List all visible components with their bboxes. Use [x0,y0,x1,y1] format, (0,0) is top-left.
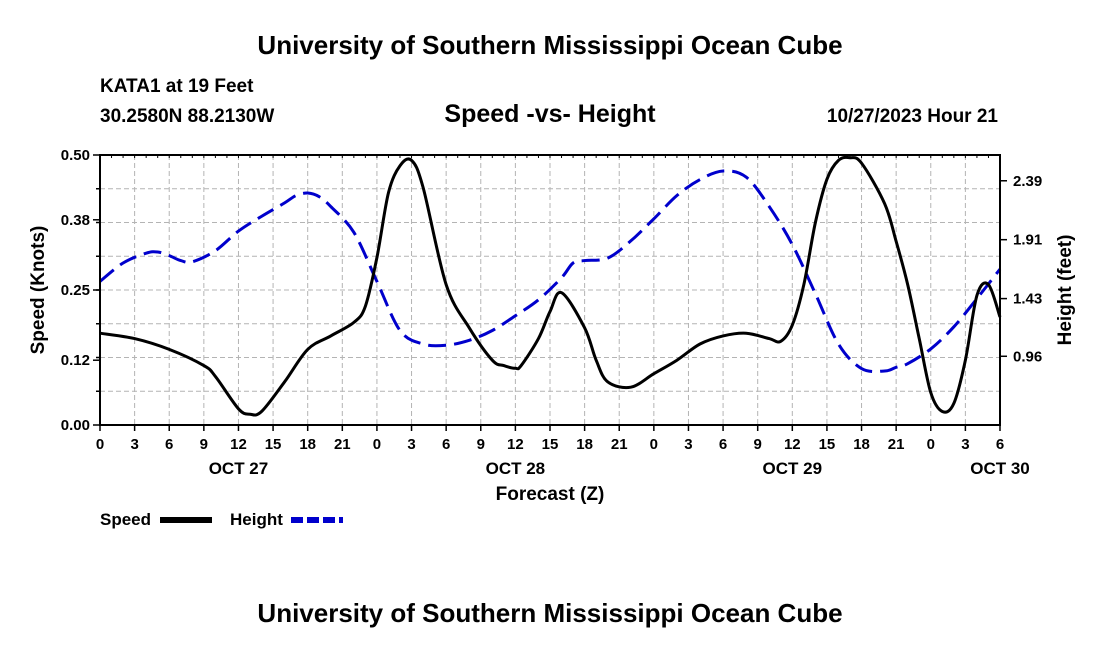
series-line-speed [99,155,1002,417]
footer-title: University of Southern Mississippi Ocean… [257,598,843,628]
day-label: OCT 28 [486,459,546,478]
x-tick-label: 12 [230,436,247,453]
x-tick-label: 18 [853,436,870,453]
x-tick-label: 0 [373,436,381,453]
x-tick-label: 3 [961,436,969,453]
forecast-datetime: 10/27/2023 Hour 21 [826,106,998,127]
x-tick-label: 3 [407,436,415,453]
y-tick-label: 0.50 [61,147,90,164]
y2-tick-label: 2.39 [1013,173,1042,190]
chart-title: University of Southern Mississippi Ocean… [257,30,843,60]
x-tick-label: 0 [96,436,104,453]
legend-speed-label: Speed [100,510,151,529]
x-tick-label: 15 [265,436,282,453]
x-tick-label: 21 [334,436,351,453]
y2-tick-label: 0.96 [1013,348,1042,365]
x-tick-label: 6 [719,436,727,453]
x-tick-label: 6 [165,436,173,453]
y-tick-label: 0.00 [61,417,90,434]
y-axis-label: Speed (Knots) [28,226,49,355]
chart-grid [100,155,1000,425]
y2-axis-label: Height (feet) [1055,235,1076,346]
x-axis-label: Forecast (Z) [496,484,605,505]
x-tick-label: 9 [477,436,485,453]
x-tick-label: 9 [200,436,208,453]
series-line-height [99,169,1002,374]
x-tick-label: 18 [576,436,593,453]
chart-axes: 0 3 6 9 12 15 18 21 0 3 6 9 12 15 18 21 0 3 6 9 12 15 18 21 0 3 6 O… [61,147,1042,478]
y2-tick-label: 1.43 [1013,291,1042,308]
x-tick-label: 18 [299,436,316,453]
y-tick-label: 0.25 [61,282,90,299]
x-tick-label: 12 [784,436,801,453]
x-tick-label: 0 [650,436,658,453]
y-tick-label: 0.12 [61,352,90,369]
x-tick-label: 21 [888,436,905,453]
x-tick-label: 0 [927,436,935,453]
x-tick-label: 9 [754,436,762,453]
coordinates-label: 30.2580N 88.2130W [100,106,275,127]
day-label: OCT 29 [763,459,823,478]
x-tick-label: 3 [684,436,692,453]
x-tick-label: 6 [442,436,450,453]
y-tick-label: 0.38 [61,212,90,229]
x-tick-label: 6 [996,436,1004,453]
y2-tick-label: 1.91 [1013,232,1042,249]
series-layer [99,155,1002,417]
legend-height-label: Height [230,510,283,529]
x-tick-label: 15 [819,436,836,453]
chart-legend: Speed Height [100,510,343,529]
x-tick-label: 21 [611,436,628,453]
chart-subtitle: Speed -vs- Height [444,100,656,128]
day-label: OCT 30 [970,459,1030,478]
x-tick-label: 3 [130,436,138,453]
x-tick-label: 15 [542,436,559,453]
station-label: KATA1 at 19 Feet [100,76,254,97]
x-tick-label: 12 [507,436,524,453]
day-label: OCT 27 [209,459,269,478]
